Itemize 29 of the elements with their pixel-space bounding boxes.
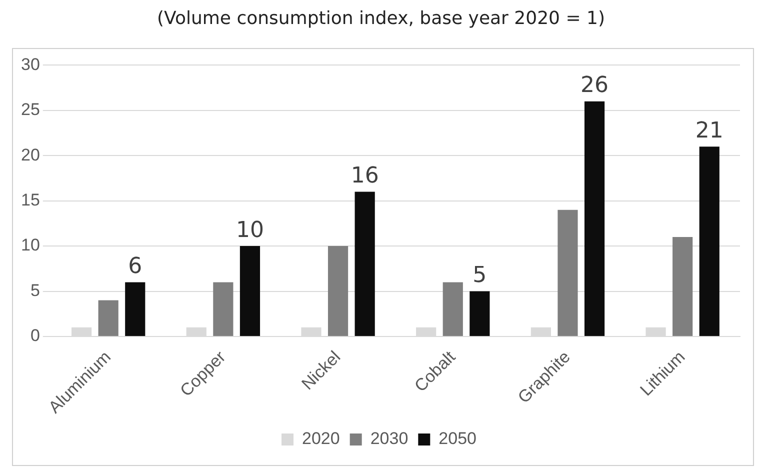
bar	[470, 291, 490, 336]
data-label: 26	[580, 73, 609, 98]
legend-label: 2050	[438, 429, 476, 448]
bar	[672, 237, 693, 336]
bar	[328, 246, 348, 336]
y-tick-label: 15	[20, 190, 40, 210]
y-tick-label: 25	[20, 100, 40, 120]
bar	[558, 210, 578, 336]
data-label: 6	[128, 254, 142, 279]
data-label: 5	[472, 262, 487, 288]
legend-label: 2020	[302, 429, 340, 448]
y-tick-label: 5	[30, 280, 40, 300]
bar	[442, 282, 463, 336]
y-tick-label: 20	[20, 145, 40, 164]
bar	[699, 146, 720, 336]
bar	[213, 282, 234, 336]
bar	[354, 192, 375, 336]
bar	[98, 300, 118, 336]
y-tick-label: 30	[20, 54, 40, 74]
legend-label: 2030	[370, 429, 408, 448]
y-tick-label: 10	[20, 236, 40, 255]
bar	[584, 101, 605, 336]
bar	[125, 282, 146, 336]
chart-title: (Volume consumption index, base year 2020 = 1)	[156, 8, 606, 29]
data-label: 10	[236, 218, 264, 243]
data-label: 16	[350, 164, 379, 189]
bar	[240, 246, 260, 336]
data-label: 21	[695, 118, 724, 144]
y-tick-label: 0	[30, 326, 40, 346]
